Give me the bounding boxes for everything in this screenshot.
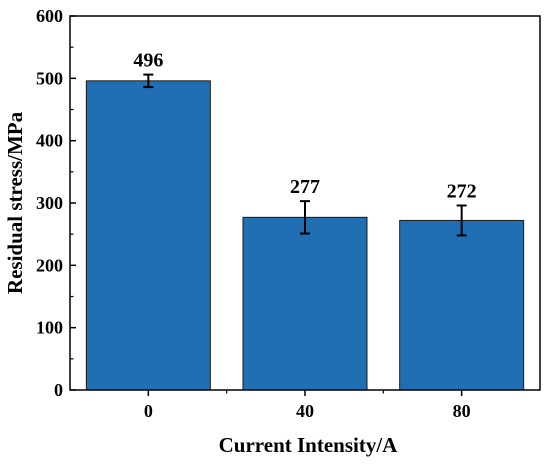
bar	[399, 219, 525, 391]
bar	[85, 80, 211, 391]
x-tick-label: 0	[144, 401, 153, 421]
x-axis-title: Current Intensity/A	[219, 433, 399, 457]
y-tick-label: 400	[36, 131, 63, 151]
y-tick-label: 100	[36, 318, 63, 338]
data-label: 272	[447, 180, 477, 202]
y-tick-label: 600	[36, 6, 63, 26]
y-tick-label: 500	[36, 68, 63, 88]
y-axis-title: Residual stress/MPa	[3, 111, 27, 294]
data-label: 496	[133, 50, 163, 72]
plot-area: 496 277 272 0 100 200 300 400 500 600 0 40 80	[36, 6, 541, 421]
x-tick-label: 40	[296, 401, 314, 421]
y-tick-label: 200	[36, 255, 63, 275]
y-tick-label: 300	[36, 193, 63, 213]
data-label: 277	[290, 176, 320, 198]
bar	[242, 216, 368, 391]
y-tick-label: 0	[54, 380, 63, 400]
x-tick-label: 80	[453, 401, 471, 421]
